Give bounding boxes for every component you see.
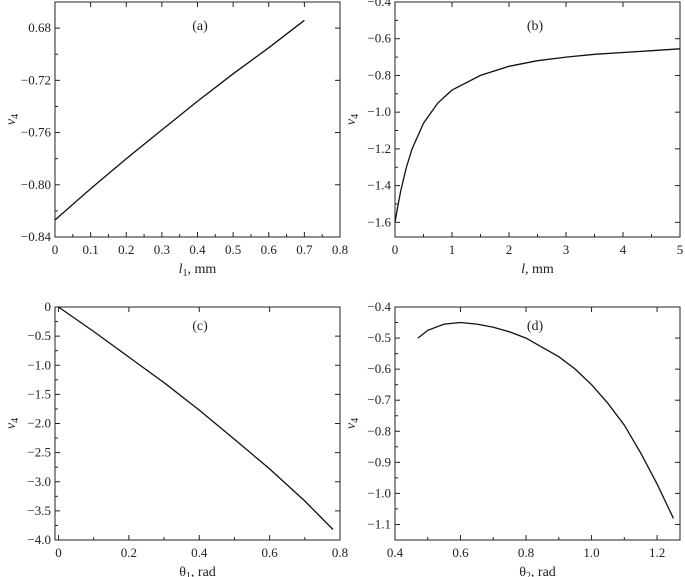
x-tick-label: 0.6 bbox=[261, 242, 278, 257]
panel-label: (d) bbox=[527, 319, 544, 334]
y-tick-label: −3.5 bbox=[27, 503, 51, 518]
y-tick-label: −2.0 bbox=[27, 416, 51, 431]
y-tick-label: −0.5 bbox=[27, 328, 51, 343]
x-tick-label: 0.8 bbox=[332, 545, 348, 560]
y-tick-label: −2.5 bbox=[27, 445, 51, 460]
y-tick-label: −0.84 bbox=[21, 229, 52, 244]
y-tick-label: −0.9 bbox=[367, 454, 391, 469]
panel-a: 0 0.1 0.2 0.3 0.4 0.5 0.6 0.7 0.8 −0.84 −0.80 −0.76… bbox=[4, 1, 348, 279]
y-tick-label: −1.4 bbox=[367, 178, 391, 193]
y-tick-label: −0.8 bbox=[367, 67, 391, 82]
y-tick-label: −1.5 bbox=[27, 386, 51, 401]
y-axis-title: v4 bbox=[4, 418, 21, 429]
x-axis-title: l, mm bbox=[521, 262, 554, 277]
x-tick-label: 2 bbox=[506, 242, 513, 257]
y-tick-label: −0.72 bbox=[21, 72, 51, 87]
y-tick-label: −1.2 bbox=[367, 141, 391, 156]
x-tick-label: 1 bbox=[449, 242, 456, 257]
y-axis-title: v4 bbox=[344, 114, 361, 125]
y-tick-label: 0 bbox=[45, 299, 52, 314]
x-tick-label: 0.5 bbox=[225, 242, 241, 257]
panel-b: 0 1 2 3 4 5 −1.6 −1.4 −1.2 −1.0 −0.8 −0.6 −0.4 (b) l, … bbox=[344, 0, 683, 277]
x-tick-label: 0.3 bbox=[154, 242, 170, 257]
x-axis-title: θ2, rad bbox=[519, 565, 556, 577]
x-tick-label: 5 bbox=[677, 242, 684, 257]
x-tick-label: 0.8 bbox=[332, 242, 348, 257]
x-tick-label: 0.2 bbox=[118, 242, 134, 257]
x-tick-label: 0 bbox=[392, 242, 399, 257]
series-line bbox=[58, 306, 334, 530]
y-tick-label: −0.4 bbox=[367, 0, 391, 9]
y-tick-label: −0.6 bbox=[367, 361, 391, 376]
x-tick-label: 0.6 bbox=[452, 545, 469, 560]
x-tick-label: 0.1 bbox=[83, 242, 99, 257]
series-line bbox=[417, 321, 674, 519]
x-tick-label: 0 bbox=[52, 242, 59, 257]
x-axis-title: θ1, rad bbox=[179, 565, 216, 577]
y-tick-label: −0.76 bbox=[21, 125, 52, 140]
y-tick-label: −1.0 bbox=[367, 485, 391, 500]
plot-frame bbox=[54, 1, 341, 238]
y-tick-label: 0.68 bbox=[28, 20, 51, 35]
panel-c: 0 0.2 0.4 0.6 0.8 −4.0 −3.5 −3.0 −2.5 −2.0 −1.5 −1.… bbox=[4, 299, 348, 577]
x-tick-label: 0.4 bbox=[387, 545, 404, 560]
x-tick-label: 1.2 bbox=[649, 545, 665, 560]
y-axis-title: v4 bbox=[4, 114, 21, 125]
panel-label: (a) bbox=[192, 19, 208, 34]
plot-frame bbox=[54, 306, 341, 541]
x-tick-label: 0.4 bbox=[189, 242, 206, 257]
y-tick-label: −1.0 bbox=[27, 357, 51, 372]
y-tick-label: −1.0 bbox=[367, 104, 391, 119]
y-axis-title: v4 bbox=[344, 418, 361, 429]
x-tick-label: 0.4 bbox=[191, 545, 208, 560]
panel-label: (b) bbox=[527, 19, 544, 34]
x-tick-label: 3 bbox=[563, 242, 570, 257]
x-tick-label: 0.8 bbox=[518, 545, 534, 560]
x-tick-label: 1.0 bbox=[583, 545, 599, 560]
plot-frame bbox=[394, 1, 681, 238]
series-line bbox=[394, 48, 681, 223]
x-axis-title: l1, mm bbox=[179, 262, 217, 279]
y-tick-label: −4.0 bbox=[27, 532, 51, 547]
y-tick-label: −0.80 bbox=[21, 177, 51, 192]
y-tick-label: −0.4 bbox=[367, 299, 391, 314]
y-tick-label: −1.1 bbox=[367, 516, 391, 531]
plot-frame bbox=[394, 306, 681, 541]
panel-d: 0.4 0.6 0.8 1.0 1.2 −1.1 −1.0 −0.9 −0.8 −0.7 −0.6 −… bbox=[344, 299, 681, 577]
y-tick-label: −3.0 bbox=[27, 474, 51, 489]
y-tick-label: −0.6 bbox=[367, 31, 391, 46]
y-tick-label: −0.8 bbox=[367, 423, 391, 438]
x-tick-label: 4 bbox=[620, 242, 627, 257]
x-tick-label: 0.2 bbox=[121, 545, 137, 560]
x-tick-label: 0.6 bbox=[262, 545, 279, 560]
y-tick-label: −1.6 bbox=[367, 214, 391, 229]
x-tick-label: 0.7 bbox=[296, 242, 313, 257]
y-tick-label: −0.5 bbox=[367, 330, 391, 345]
panel-label: (c) bbox=[192, 319, 208, 334]
y-tick-label: −0.7 bbox=[367, 392, 391, 407]
series-line bbox=[54, 19, 305, 221]
x-tick-label: 0 bbox=[55, 545, 62, 560]
